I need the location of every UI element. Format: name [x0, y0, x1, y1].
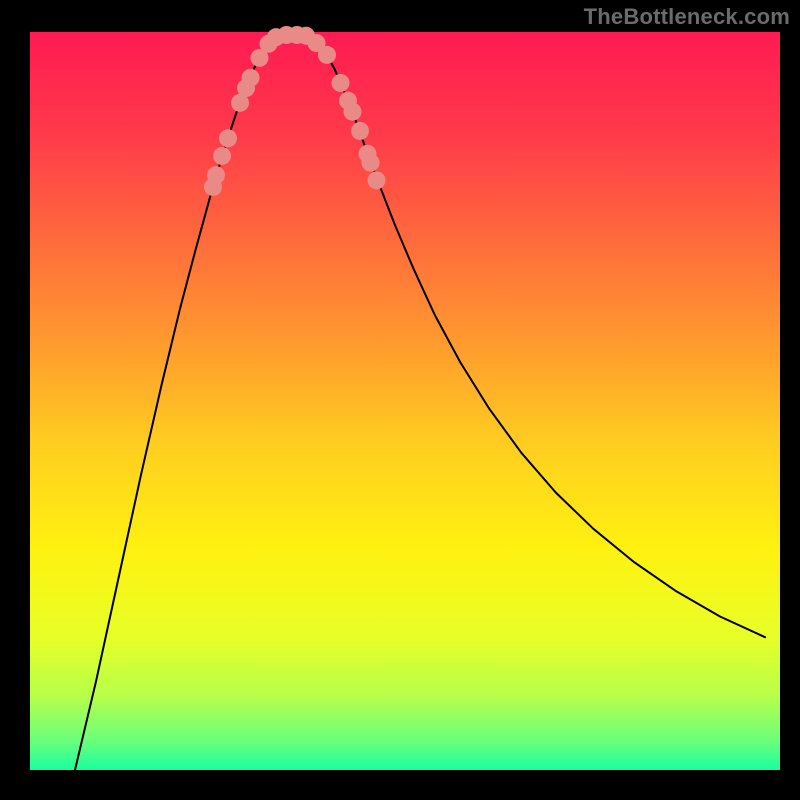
plot-area — [30, 32, 780, 770]
scatter-point — [242, 69, 260, 87]
bottleneck-chart-svg — [0, 0, 800, 800]
watermark-text: TheBottleneck.com — [584, 4, 790, 30]
scatter-point — [207, 166, 225, 184]
scatter-point — [318, 46, 336, 64]
scatter-point — [213, 147, 231, 165]
scatter-point — [219, 129, 237, 147]
scatter-point — [362, 154, 380, 172]
chart-container: TheBottleneck.com — [0, 0, 800, 800]
scatter-point — [351, 122, 369, 140]
scatter-point — [368, 171, 386, 189]
scatter-point — [332, 74, 350, 92]
scatter-point — [344, 103, 362, 121]
